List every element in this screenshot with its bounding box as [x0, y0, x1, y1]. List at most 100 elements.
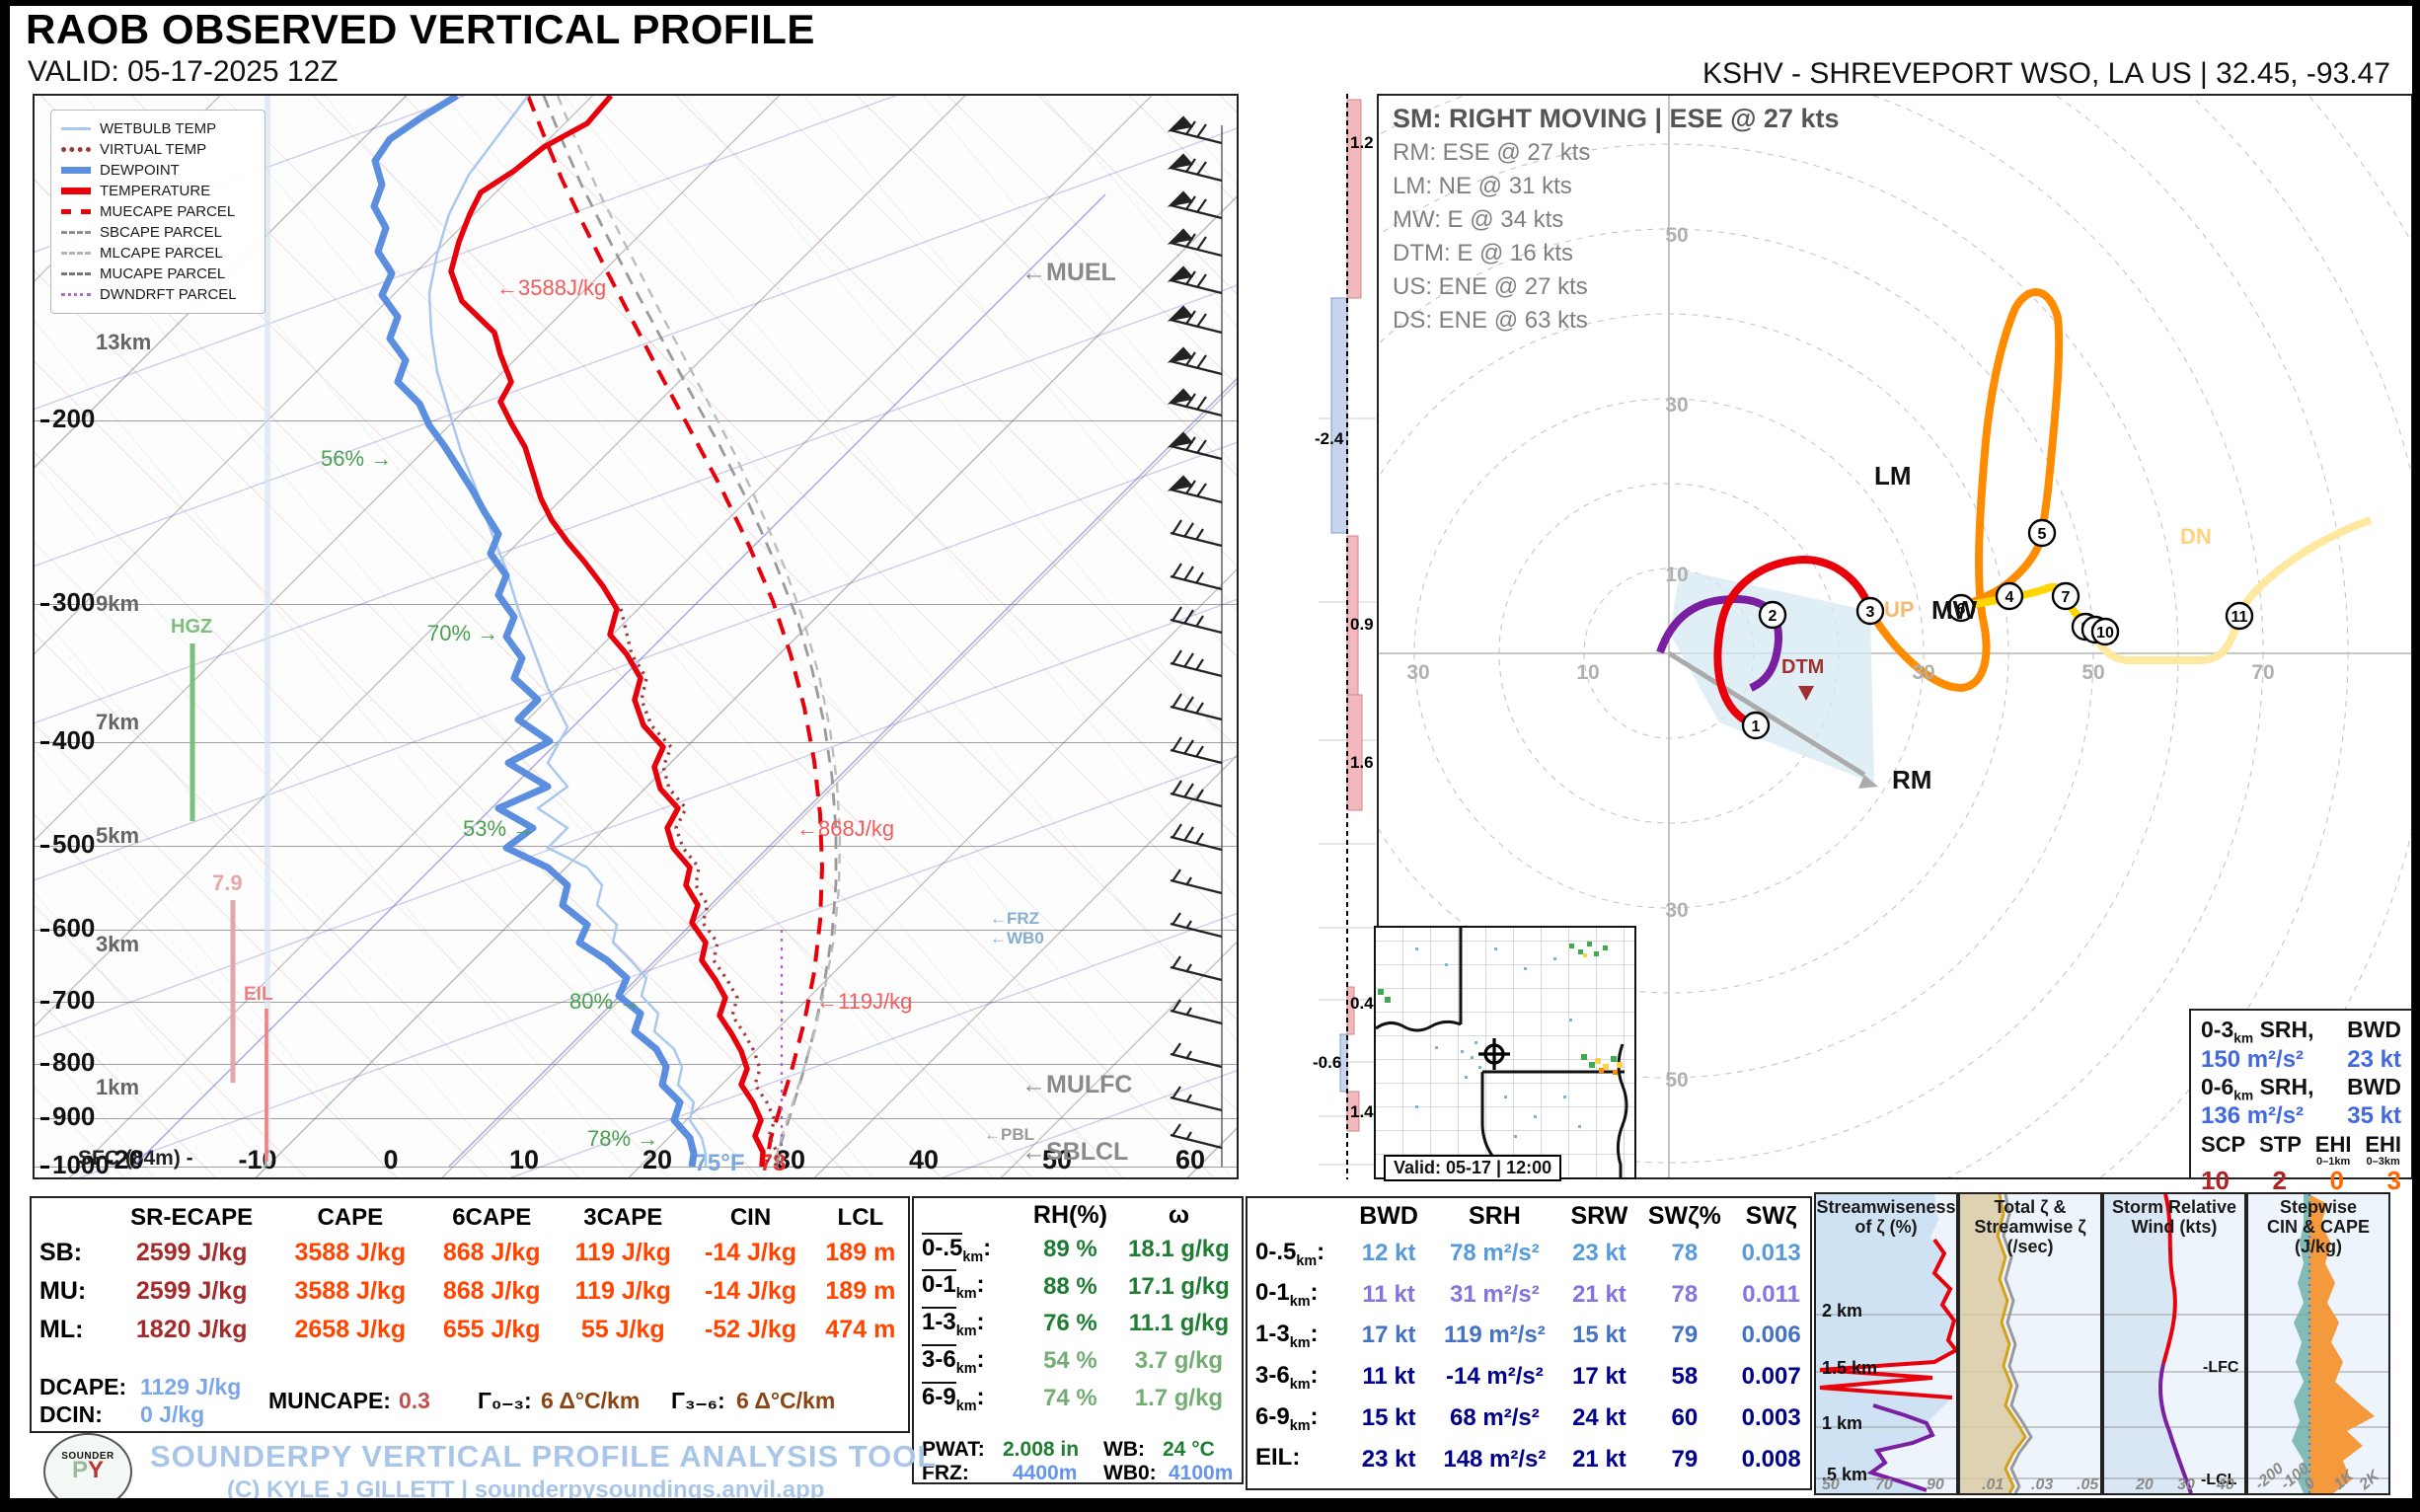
gridline-600mb [35, 930, 1237, 931]
pressure-label: 200 [40, 404, 95, 434]
ring-label: 50 [2081, 661, 2105, 684]
total-zeta-fill [1960, 1194, 2025, 1493]
cape-868: ←868J/kg [796, 816, 895, 841]
pressure-label: 600 [40, 913, 95, 944]
dcape-label: DCAPE: [39, 1374, 127, 1399]
muecape-line-swatch [61, 209, 91, 214]
legend-item: VIRTUAL TEMP [61, 139, 255, 160]
moisture-table: RH(%) ω 0-.5km: 89 % 18.1 g/kg 0-1km: 88 %… [914, 1200, 1242, 1417]
virtual-temp-curve [619, 608, 779, 1168]
wetbulb-line-swatch [61, 127, 91, 130]
mucape-line-swatch [61, 272, 91, 275]
table-row: 3-6km: 54 % 3.7 g/kg [922, 1343, 1224, 1377]
pressure-label: 1000 [40, 1150, 110, 1177]
streamwiseness-plot: 2 km 1.5 km 1 km .5 km 50 70 90 [1816, 1194, 1956, 1493]
srh-0-6-values: 136 m²/s² 35 kt [2201, 1102, 2401, 1130]
sr-wind-fill [2104, 1194, 2191, 1493]
svg-text:1.5 km: 1.5 km [1822, 1358, 1877, 1378]
radar-echoes [1378, 942, 1623, 1138]
sr-wind-red-line [2161, 1194, 2177, 1365]
temp-tick: 30 [775, 1145, 806, 1174]
hodograph-plot: 1 2 3 4 5 6 7 8 9 10 11 [1379, 96, 2411, 1177]
up-label: UP [1884, 597, 1915, 622]
legend-item: SBCAPE PARCEL [61, 222, 255, 243]
omega-value: 0.9 [1350, 615, 1374, 634]
gridline-400mb [35, 742, 1237, 743]
wind-barbs [1169, 115, 1224, 1150]
pressure-label: 500 [40, 829, 95, 860]
table-row: 1-3km: 17 kt 119 m²/s² 15 kt 79 0.006 [1255, 1321, 1801, 1351]
table-row: 6-9km: 15 kt 68 m²/s² 24 kt 60 0.003 [1255, 1402, 1801, 1434]
legend-item: WETBULB TEMP [61, 118, 255, 139]
isotherm-blue-2 [448, 377, 1237, 1168]
ring-label: 10 [1665, 564, 1689, 586]
dewpoint-curve [370, 96, 698, 1168]
mlcape-line-swatch [61, 252, 91, 255]
hodo-trace-9km-plus [2087, 516, 2373, 664]
temp-tick: 10 [508, 1145, 540, 1174]
gridline-300mb [35, 604, 1237, 605]
srh-0-3-header: 0-3km SRH, BWD [2201, 1017, 2401, 1046]
omega-bars [1330, 99, 1363, 1132]
moisture-table-box: RH(%) ω 0-.5km: 89 % 18.1 g/kg 0-1km: 88 %… [912, 1196, 1244, 1484]
svg-text:4: 4 [2005, 589, 2014, 606]
pressure-label: 300 [40, 587, 95, 618]
lapse-0-3-value: 6 Δ°C/km [541, 1388, 641, 1413]
wb0-label: WB0: [1103, 1462, 1157, 1484]
gridline-800mb [35, 1064, 1237, 1065]
vector-lm: LM: NE @ 31 kts [1393, 173, 1572, 199]
table-row: 0-1km: 88 % 17.1 g/kg [922, 1269, 1230, 1303]
map-plot [1376, 928, 1628, 1177]
omega-value: -0.6 [1313, 1053, 1342, 1072]
streamwiseness-purple-line [1866, 1403, 1935, 1492]
svg-text:2: 2 [1769, 608, 1777, 625]
wb-label: WB: [1103, 1438, 1145, 1461]
temp-tick: 60 [1174, 1145, 1206, 1174]
rh-70: 70% → [427, 621, 499, 645]
pwat-label: PWAT: [922, 1438, 985, 1461]
gridline-500mb [35, 846, 1237, 847]
gridline-700mb [35, 1002, 1237, 1003]
vector-us: US: ENE @ 27 kts [1393, 273, 1588, 300]
rh-78: 78% → [587, 1126, 659, 1151]
sbcape-parcel-curve [542, 96, 838, 1168]
sbcape-line-swatch [61, 231, 91, 234]
lapse-3-6-value: 6 Δ°C/km [736, 1388, 836, 1413]
total-zeta-plot: .01 .03 .05 [1960, 1194, 2100, 1493]
omega-value: 1.6 [1350, 753, 1374, 772]
table-row: 0-.5km: 89 % 18.1 g/kg [922, 1232, 1230, 1265]
muncape-value: 0.3 [399, 1388, 430, 1413]
omega-value: -2.4 [1315, 429, 1344, 448]
temp-tick: 20 [642, 1145, 673, 1174]
frz-label: FRZ: [922, 1462, 969, 1484]
mlcape-parcel-curve [556, 96, 842, 1168]
temperature-line-swatch [61, 188, 91, 194]
table-row: 0-1km: 11 kt 31 m²/s² 21 kt 78 0.011 [1255, 1279, 1801, 1311]
legend-item: DWNDRFT PARCEL [61, 284, 255, 305]
dtm-label: DTM [1781, 656, 1825, 678]
table-row: 1-3km: 76 % 11.1 g/kg [922, 1307, 1230, 1339]
mulfc-annotation: ←MULFC [1021, 1071, 1133, 1098]
svg-text:50: 50 [1822, 1476, 1840, 1493]
svg-text:1: 1 [1752, 718, 1761, 735]
isotherm-blue-1 [132, 193, 1106, 1168]
hodo-trace-3-6km [1866, 288, 2064, 693]
rm-arrow-head [1858, 775, 1878, 789]
stepwise-cape-area [2309, 1194, 2375, 1493]
svg-text:40: 40 [2216, 1476, 2234, 1493]
hodo-trace-1-3km [1713, 555, 1874, 729]
svg-text:6: 6 [1957, 601, 1966, 618]
gridline-200mb [35, 420, 1237, 421]
muel-annotation: ←MUEL [1021, 259, 1116, 286]
table-row: EIL: 23 kt 148 m²/s² 21 kt 79 0.008 [1255, 1444, 1801, 1473]
lapse-79-label: 7.9 [212, 870, 243, 895]
svg-text:20: 20 [2135, 1476, 2154, 1493]
legend-item: TEMPERATURE [61, 181, 255, 201]
ring-label: 50 [1665, 224, 1689, 247]
legend-item: MLCAPE PARCEL [61, 243, 255, 264]
skewt-plot [132, 96, 1237, 1168]
ring-label: 30 [1665, 899, 1689, 922]
dtm-marker [1798, 686, 1814, 701]
dcape-value: 1129 J/kg [140, 1374, 242, 1399]
